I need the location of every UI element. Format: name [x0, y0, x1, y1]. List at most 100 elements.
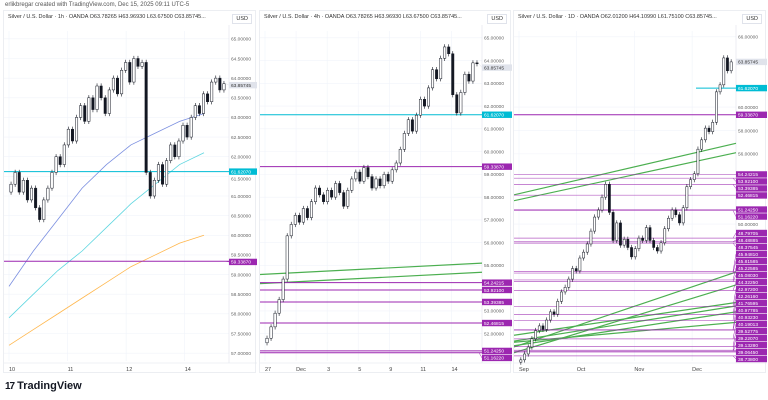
candle — [9, 181, 13, 195]
candle — [696, 146, 700, 177]
footer-brand: 17 TradingView — [5, 380, 82, 392]
y-tick-label: 60.00000 — [484, 149, 504, 155]
y-tick-label: 50.00000 — [738, 222, 758, 228]
price-label: 53.39385 — [738, 186, 758, 192]
candle-body — [386, 174, 390, 182]
moving-average-line — [8, 113, 205, 287]
y-tick-label: 64.50000 — [231, 56, 251, 62]
candle — [362, 164, 366, 184]
candle — [305, 205, 309, 221]
candle — [17, 169, 21, 195]
candle — [537, 323, 541, 334]
candle-body — [66, 128, 70, 146]
chart-panel-1h[interactable]: Silver / U.S. Dollar · 1h · OANDA O63.78… — [3, 10, 257, 373]
candle — [173, 142, 177, 160]
candle-body — [578, 257, 582, 272]
candle-body — [202, 93, 205, 114]
candle-body — [193, 105, 197, 118]
candle-body — [707, 127, 711, 132]
price-label-badge — [736, 299, 767, 307]
candle-body — [330, 190, 334, 198]
candle-body — [111, 77, 115, 91]
candle — [435, 67, 439, 82]
candle-body — [218, 77, 222, 91]
candle — [346, 187, 350, 209]
candle — [87, 95, 91, 124]
candle-body — [563, 287, 567, 293]
price-label-badge — [736, 271, 767, 279]
currency-button[interactable]: USD — [232, 14, 252, 24]
candle-body — [611, 212, 615, 241]
candle — [722, 55, 726, 88]
candle-body — [338, 183, 342, 193]
candle — [406, 117, 410, 137]
candle — [297, 212, 301, 225]
candle-body — [410, 119, 414, 132]
candle-body — [674, 209, 678, 215]
label-connector — [732, 330, 737, 347]
currency-button[interactable]: USD — [487, 14, 507, 24]
candle-body — [222, 83, 226, 91]
candle-body — [206, 93, 210, 102]
trend-line — [260, 271, 483, 285]
candle — [652, 237, 656, 251]
y-tick-label: 63.50000 — [231, 96, 251, 102]
candle — [202, 91, 205, 117]
x-tick-label: 11 — [68, 367, 74, 373]
candle-body — [549, 311, 552, 321]
candle — [563, 284, 567, 295]
candle — [144, 59, 148, 176]
candle — [622, 236, 626, 248]
price-label-badge — [736, 334, 767, 342]
symbol-title: Silver / U.S. Dollar · 4h · OANDA O63.78… — [264, 14, 462, 20]
chart-panel-4h[interactable]: Silver / U.S. Dollar · 4h · OANDA O63.78… — [259, 10, 512, 373]
x-tick-label: 10 — [9, 367, 15, 373]
candle — [386, 171, 390, 184]
candle-body — [703, 127, 707, 141]
candle-body — [265, 337, 269, 344]
price-label: 51.16220 — [484, 356, 504, 362]
x-tick-label: Sep — [519, 367, 529, 373]
candle-body — [696, 148, 700, 175]
candle — [729, 59, 733, 74]
candle-body — [103, 97, 107, 114]
candle — [181, 122, 185, 144]
y-tick-label: 58.00000 — [484, 195, 504, 201]
price-label: 52.46815 — [738, 193, 758, 199]
candle — [62, 142, 66, 168]
trend-line — [514, 305, 737, 342]
label-connector — [732, 337, 737, 351]
candle-body — [406, 119, 410, 134]
candle-body — [148, 172, 152, 197]
x-tick-label: 27 — [265, 367, 271, 373]
candle-body — [91, 97, 95, 110]
chart-credit: erlikbregar created with TradingView.com… — [5, 2, 190, 8]
candle-body — [34, 187, 38, 209]
price-label: 39.22070 — [738, 336, 758, 342]
candle — [447, 44, 451, 57]
candle — [390, 167, 394, 184]
candle-body — [656, 247, 659, 252]
label-connector — [732, 210, 737, 217]
currency-button[interactable]: USD — [742, 14, 762, 24]
candle-body — [25, 180, 29, 201]
chart-panel-1d[interactable]: Silver / U.S. Dollar · 1D · OANDA O62.01… — [513, 10, 767, 373]
candle — [70, 126, 74, 144]
candle — [124, 59, 128, 73]
candle — [641, 235, 644, 244]
candle — [301, 205, 305, 225]
label-connector — [732, 184, 737, 189]
candle — [410, 117, 414, 134]
candle-body — [556, 301, 560, 315]
candle-body — [589, 230, 593, 245]
candle-body — [463, 73, 467, 93]
label-connector — [732, 242, 737, 248]
candle — [552, 309, 556, 317]
candle-body — [169, 144, 173, 161]
candle — [103, 95, 107, 117]
candle-body — [128, 62, 132, 83]
candle-body — [600, 196, 604, 211]
label-connector — [478, 63, 483, 68]
price-label-badge — [482, 298, 512, 306]
candle — [427, 85, 430, 109]
